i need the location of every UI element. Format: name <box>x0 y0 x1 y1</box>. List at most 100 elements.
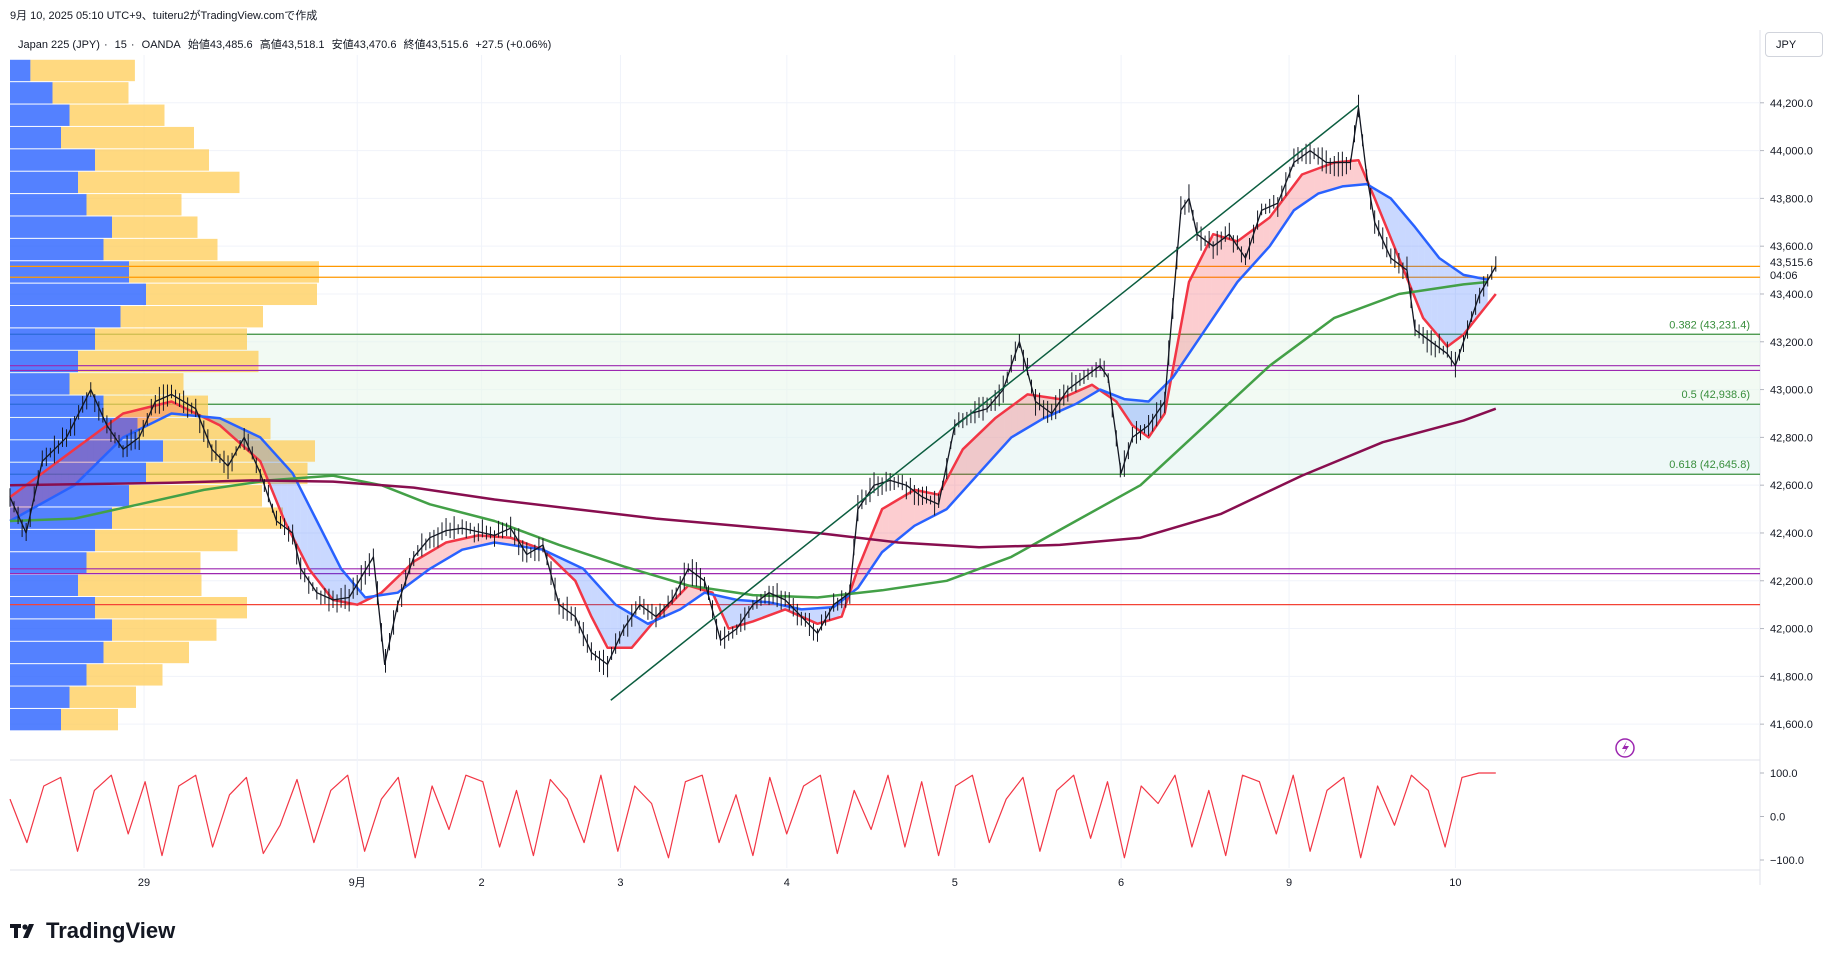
ma-cloud-segment <box>119 412 127 441</box>
volume-profile-bar-down <box>95 529 238 552</box>
fib-level-label: 0.5 (42,938.6) <box>1682 389 1751 401</box>
ma-cloud-segment <box>1263 217 1270 254</box>
volume-profile-bar-up <box>10 440 163 462</box>
ma-cloud-segment <box>597 584 605 642</box>
ma-cloud-segment <box>966 440 973 488</box>
ma-cloud-segment <box>1004 406 1012 445</box>
ma-cloud-segment <box>1088 386 1096 397</box>
price-tick-label: 44,200.0 <box>1770 98 1813 110</box>
tradingview-logo-icon <box>10 924 34 938</box>
ma-cloud-segment <box>998 411 1005 452</box>
fib-zone-lower <box>10 404 1760 475</box>
volume-profile-bar-up <box>10 597 95 619</box>
fib-labels: 0.382 (43,231.4) 0.5 (42,938.6) 0.618 (42,… <box>1669 319 1750 471</box>
volume-profile-bar-up <box>10 171 78 194</box>
volume-profile-bar-up <box>10 664 87 686</box>
ma-cloud-segment <box>817 607 824 624</box>
volume-profile-bar-down <box>61 708 118 731</box>
ma-cloud-segment <box>888 501 896 547</box>
ma-cloud-segment <box>1037 395 1044 423</box>
price-tick-label: 43,000.0 <box>1770 385 1813 397</box>
ma-cloud-segment <box>429 548 437 569</box>
ma-cloud-segment <box>313 514 321 584</box>
volume-profile-bar-up <box>10 328 95 350</box>
volume-profile-bar-down <box>86 194 182 216</box>
volume-profile-bar-up <box>10 641 104 664</box>
volume-profile-bar-up <box>10 306 121 328</box>
price-tick-label: 41,600.0 <box>1770 719 1813 731</box>
ma-cloud-segment <box>93 430 101 467</box>
ma-cloud-segment <box>1302 172 1309 205</box>
volume-profile-bar-up <box>10 708 61 731</box>
volume-profile <box>10 59 319 731</box>
ma-cloud-segment <box>287 467 295 541</box>
ma-cloud-segment <box>604 592 611 648</box>
time-tick-label: 29 <box>138 877 150 889</box>
volume-profile-bar-down <box>69 686 136 708</box>
time-tick-label: 9 <box>1286 877 1292 889</box>
volume-profile-bar-up <box>10 552 87 574</box>
price-axis[interactable]: 41,600.0 41,800.0 42,000.0 42,200.0 42,400.0… <box>1760 98 1813 731</box>
volume-profile-bar-down <box>129 485 262 507</box>
ma-cloud-segment <box>1295 174 1302 210</box>
lightning-icon[interactable] <box>1615 738 1635 758</box>
osc-tick-label: −100.0 <box>1770 855 1804 867</box>
ohlc-change: +27.5 (+0.06%) <box>475 39 552 51</box>
ma-cloud-segment <box>352 582 359 604</box>
ma-cloud-segment <box>416 555 424 579</box>
ma-cloud-segment <box>61 454 69 493</box>
volume-profile-bar-down <box>86 664 163 686</box>
ma-cloud-segment <box>733 599 740 628</box>
volume-profile-bar-up <box>10 574 78 597</box>
ma-cloud-segment <box>307 501 314 576</box>
horizontal-lines <box>10 265 1760 606</box>
ma-cloud-segment <box>1463 274 1470 335</box>
volume-profile-bar-up <box>10 283 146 306</box>
volume-profile-bar-down <box>69 373 184 395</box>
fib-level-label: 0.382 (43,231.4) <box>1669 319 1750 331</box>
volume-profile-bar-up <box>10 462 146 485</box>
ma-cloud-segment <box>914 489 921 526</box>
volume-profile-bar-down <box>95 149 209 171</box>
volume-profile-bar-down <box>112 216 198 238</box>
ma-cloud-segment <box>1205 237 1212 330</box>
volume-profile-bar-down <box>78 350 259 373</box>
volume-profile-bar-down <box>112 507 283 529</box>
currency-selector-button[interactable]: JPY <box>1765 32 1823 57</box>
price-badge: 43,515.6 04:06 <box>1764 254 1826 282</box>
price-tick-label: 42,200.0 <box>1770 576 1813 588</box>
ma-cloud-segment <box>1179 299 1186 369</box>
ma-cloud-segment <box>1198 250 1206 340</box>
price-badge-value: 43,515.6 <box>1770 257 1813 269</box>
ma-cloud-segment <box>759 601 766 619</box>
ma-cloud-segment <box>1327 162 1335 191</box>
ma-cloud-segment <box>1024 394 1031 430</box>
ma-cloud-segment <box>1043 396 1051 419</box>
ohlc-high: 高値43,518.1 <box>259 39 325 51</box>
ma-cloud-segment <box>565 560 573 578</box>
price-tick-label: 43,600.0 <box>1770 241 1813 253</box>
ma-cloud-segment <box>1398 207 1406 275</box>
symbol-name[interactable]: Japan 225 (JPY) <box>18 39 100 51</box>
volume-profile-bar-down <box>86 552 201 574</box>
volume-profile-bar-down <box>95 597 247 619</box>
time-tick-label: 5 <box>952 877 958 889</box>
time-axis[interactable]: 29 9月 2 3 4 5 6 9 10 <box>138 877 1462 889</box>
volume-profile-bar-down <box>146 283 317 306</box>
price-tick-label: 43,400.0 <box>1770 289 1813 301</box>
volume-profile-bar-down <box>103 238 218 261</box>
ma-cloud-segment <box>940 479 947 513</box>
ma-cloud-segment <box>1411 223 1419 306</box>
tradingview-logo[interactable]: TradingView <box>10 918 175 944</box>
ma-cloud-segment <box>979 427 986 474</box>
ma-cloud-segment <box>869 525 876 572</box>
volume-profile-bar-up <box>10 194 87 216</box>
volume-profile-bar-down <box>69 104 165 126</box>
volume-profile-bar-down <box>61 126 194 149</box>
volume-profile-bar-up <box>10 261 129 283</box>
ma-cloud-segment <box>281 460 288 528</box>
osc-tick-label: 100.0 <box>1770 768 1798 780</box>
volume-profile-bar-down <box>78 171 240 194</box>
volume-profile-bar-up <box>10 104 70 126</box>
